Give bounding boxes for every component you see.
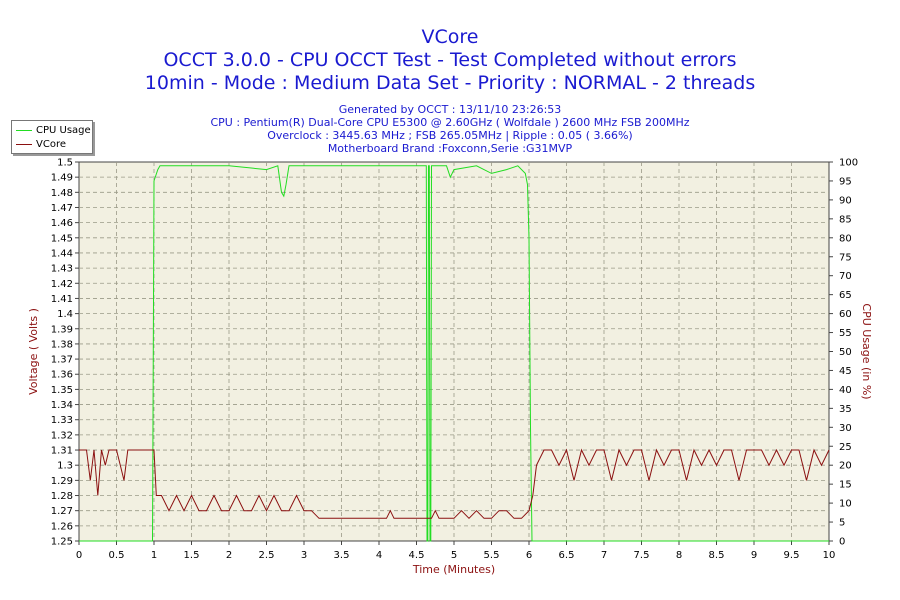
y-right-tick-label: 35 xyxy=(839,404,852,415)
y-left-tick-label: 1.26 xyxy=(51,521,73,532)
x-tick-label: 3.5 xyxy=(334,550,350,561)
y-right-tick-label: 95 xyxy=(839,176,852,187)
x-tick-label: 2 xyxy=(226,550,232,561)
y-left-tick-label: 1.44 xyxy=(51,248,73,259)
x-tick-label: 1.5 xyxy=(184,550,200,561)
y-right-tick-label: 45 xyxy=(839,366,852,377)
y-left-tick-label: 1.41 xyxy=(51,294,73,305)
y-right-tick-label: 20 xyxy=(839,461,852,472)
x-axis-label: Time (Minutes) xyxy=(412,563,495,576)
y-right-tick-label: 50 xyxy=(839,347,852,358)
info-cpu: CPU : Pentium(R) Dual-Core CPU E5300 @ 2… xyxy=(210,116,690,129)
y-left-tick-label: 1.45 xyxy=(51,233,73,244)
y-right-tick-label: 70 xyxy=(839,271,852,282)
y-right-tick-label: 25 xyxy=(839,442,852,453)
legend-label-vcore: VCore xyxy=(36,138,66,150)
legend-swatch-cpu xyxy=(16,129,32,131)
x-tick-label: 6 xyxy=(526,550,532,561)
y-left-tick-label: 1.5 xyxy=(57,158,73,169)
legend-item-cpu: CPU Usage xyxy=(16,124,91,136)
y-left-tick-label: 1.39 xyxy=(51,324,73,335)
y-right-tick-label: 30 xyxy=(839,423,852,434)
y-left-tick-label: 1.38 xyxy=(51,339,73,350)
x-tick-label: 8.5 xyxy=(709,550,725,561)
series-line-cpu-usage xyxy=(79,165,829,542)
y-right-tick-label: 0 xyxy=(839,537,845,548)
info-motherboard: Motherboard Brand :Foxconn,Serie :G31MVP xyxy=(327,142,573,155)
x-tick-label: 1 xyxy=(151,550,157,561)
y-left-tick-label: 1.4 xyxy=(57,309,73,320)
y-left-axis-label: Voltage ( Volts ) xyxy=(27,308,40,395)
x-tick-label: 5 xyxy=(451,550,457,561)
y-right-tick-label: 55 xyxy=(839,328,852,339)
x-tick-label: 8 xyxy=(676,550,682,561)
x-tick-label: 7 xyxy=(601,550,607,561)
y-right-tick-label: 85 xyxy=(839,214,852,225)
y-right-tick-label: 5 xyxy=(839,518,845,529)
y-left-tick-label: 1.33 xyxy=(51,415,73,426)
x-tick-label: 6.5 xyxy=(559,550,575,561)
y-right-tick-label: 100 xyxy=(839,158,858,169)
x-tick-label: 9 xyxy=(751,550,757,561)
y-left-tick-label: 1.34 xyxy=(51,400,73,411)
y-left-tick-label: 1.37 xyxy=(51,355,73,366)
chart-title: VCore xyxy=(421,26,479,48)
chart-subtitle-test: OCCT 3.0.0 - CPU OCCT Test - Test Comple… xyxy=(163,49,737,71)
y-left-tick-label: 1.31 xyxy=(51,446,73,457)
legend-item-vcore: VCore xyxy=(16,138,66,150)
x-tick-label: 9.5 xyxy=(784,550,800,561)
x-tick-label: 3 xyxy=(301,550,307,561)
y-left-tick-label: 1.35 xyxy=(51,385,73,396)
x-tick-label: 10 xyxy=(823,550,836,561)
x-tick-label: 7.5 xyxy=(634,550,650,561)
y-left-tick-label: 1.29 xyxy=(51,476,73,487)
y-right-tick-label: 60 xyxy=(839,309,852,320)
y-right-tick-label: 10 xyxy=(839,499,852,510)
legend-swatch-vcore xyxy=(16,143,32,145)
x-tick-label: 2.5 xyxy=(259,550,275,561)
x-tick-label: 0.5 xyxy=(109,550,125,561)
y-left-tick-label: 1.32 xyxy=(51,430,73,441)
info-overclock: Overclock : 3445.63 MHz ; FSB 265.05MHz … xyxy=(267,129,633,142)
chart-legend: CPU Usage VCore xyxy=(11,120,93,154)
info-generated: Generated by OCCT : 13/11/10 23:26:53 xyxy=(338,103,562,116)
y-left-tick-label: 1.28 xyxy=(51,491,73,502)
y-right-tick-label: 90 xyxy=(839,195,852,206)
legend-label-cpu: CPU Usage xyxy=(36,124,91,136)
y-left-tick-label: 1.47 xyxy=(51,203,73,214)
y-left-tick-label: 1.43 xyxy=(51,264,73,275)
y-right-tick-label: 75 xyxy=(839,252,852,263)
x-tick-label: 5.5 xyxy=(484,550,500,561)
y-right-tick-label: 80 xyxy=(839,233,852,244)
chart-subtitle-mode: 10min - Mode : Medium Data Set - Priorit… xyxy=(144,72,756,94)
series-line-vcore xyxy=(79,448,830,520)
y-left-tick-label: 1.46 xyxy=(51,218,73,229)
y-left-tick-label: 1.42 xyxy=(51,279,73,290)
y-right-axis-label: CPU Usage (in %) xyxy=(860,303,873,399)
y-right-tick-label: 65 xyxy=(839,290,852,301)
y-right-tick-label: 15 xyxy=(839,480,852,491)
y-right-tick-label: 40 xyxy=(839,385,852,396)
x-tick-label: 4 xyxy=(376,550,382,561)
y-left-tick-label: 1.49 xyxy=(51,173,73,184)
y-left-tick-label: 1.25 xyxy=(51,537,73,548)
y-left-tick-label: 1.3 xyxy=(57,461,73,472)
x-tick-label: 0 xyxy=(76,550,82,561)
y-left-tick-label: 1.48 xyxy=(51,188,73,199)
y-left-tick-label: 1.36 xyxy=(51,370,73,381)
y-left-tick-label: 1.27 xyxy=(51,506,73,517)
x-tick-label: 4.5 xyxy=(409,550,425,561)
